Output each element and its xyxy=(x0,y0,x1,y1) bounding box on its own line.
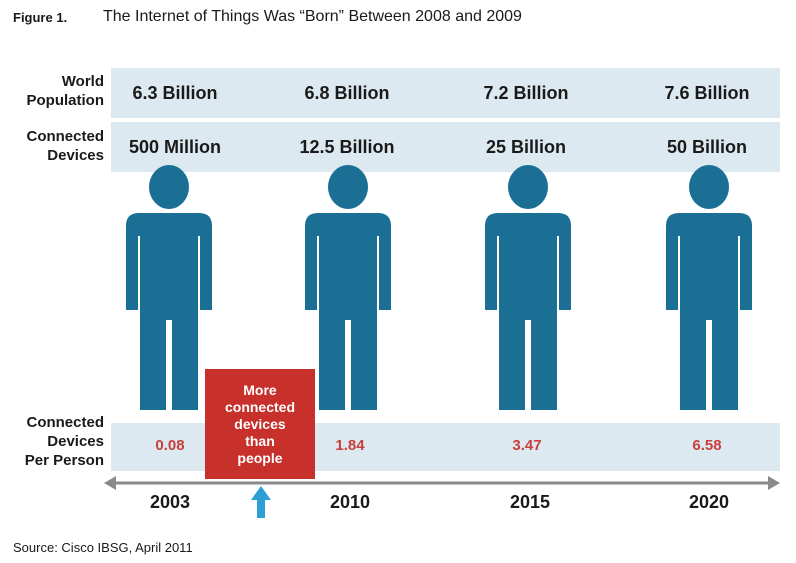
population-value-2020: 7.6 Billion xyxy=(664,83,750,103)
source-note: Source: Cisco IBSG, April 2011 xyxy=(13,540,193,555)
row-label-world-population: World Population xyxy=(26,73,105,109)
timeline-axis xyxy=(104,476,780,490)
person-icon-2015 xyxy=(485,165,571,410)
ratio-value-2010: 1.84 xyxy=(335,437,365,454)
population-value-2003: 6.3 Billion xyxy=(132,83,218,103)
more-devices-callout: More connected devices than people xyxy=(205,369,315,479)
figure-label: Figure 1. xyxy=(13,10,68,25)
devices-value-2010: 12.5 Billion xyxy=(299,137,395,157)
devices-value-2003: 500 Million xyxy=(128,137,222,157)
devices-value-2015: 25 Billion xyxy=(485,137,566,157)
axis-right-arrowhead xyxy=(768,476,780,490)
year-label-2003: 2003 xyxy=(149,492,191,512)
world-population-band xyxy=(111,68,780,118)
figure-title: The Internet of Things Was “Born” Betwee… xyxy=(103,8,522,25)
population-value-2015: 7.2 Billion xyxy=(483,83,569,103)
row-label-devices-per-person: Connected Devices Per Person xyxy=(24,414,104,469)
person-icon-2003 xyxy=(126,165,212,410)
ratio-value-2020: 6.58 xyxy=(692,437,722,454)
up-arrow-icon xyxy=(251,486,271,518)
connected-devices-band xyxy=(111,122,780,172)
row-label-connected-devices: Connected Devices xyxy=(26,128,104,164)
ratio-value-2015: 3.47 xyxy=(512,437,542,454)
devices-value-2020: 50 Billion xyxy=(666,137,747,157)
population-value-2010: 6.8 Billion xyxy=(304,83,390,103)
person-icon-2010 xyxy=(305,165,391,410)
year-label-2015: 2015 xyxy=(509,492,551,512)
year-label-2020: 2020 xyxy=(688,492,730,512)
year-label-2010: 2010 xyxy=(329,492,371,512)
axis-left-arrowhead xyxy=(104,476,116,490)
ratio-value-2003: 0.08 xyxy=(155,437,185,454)
person-icon-2020 xyxy=(666,165,752,410)
